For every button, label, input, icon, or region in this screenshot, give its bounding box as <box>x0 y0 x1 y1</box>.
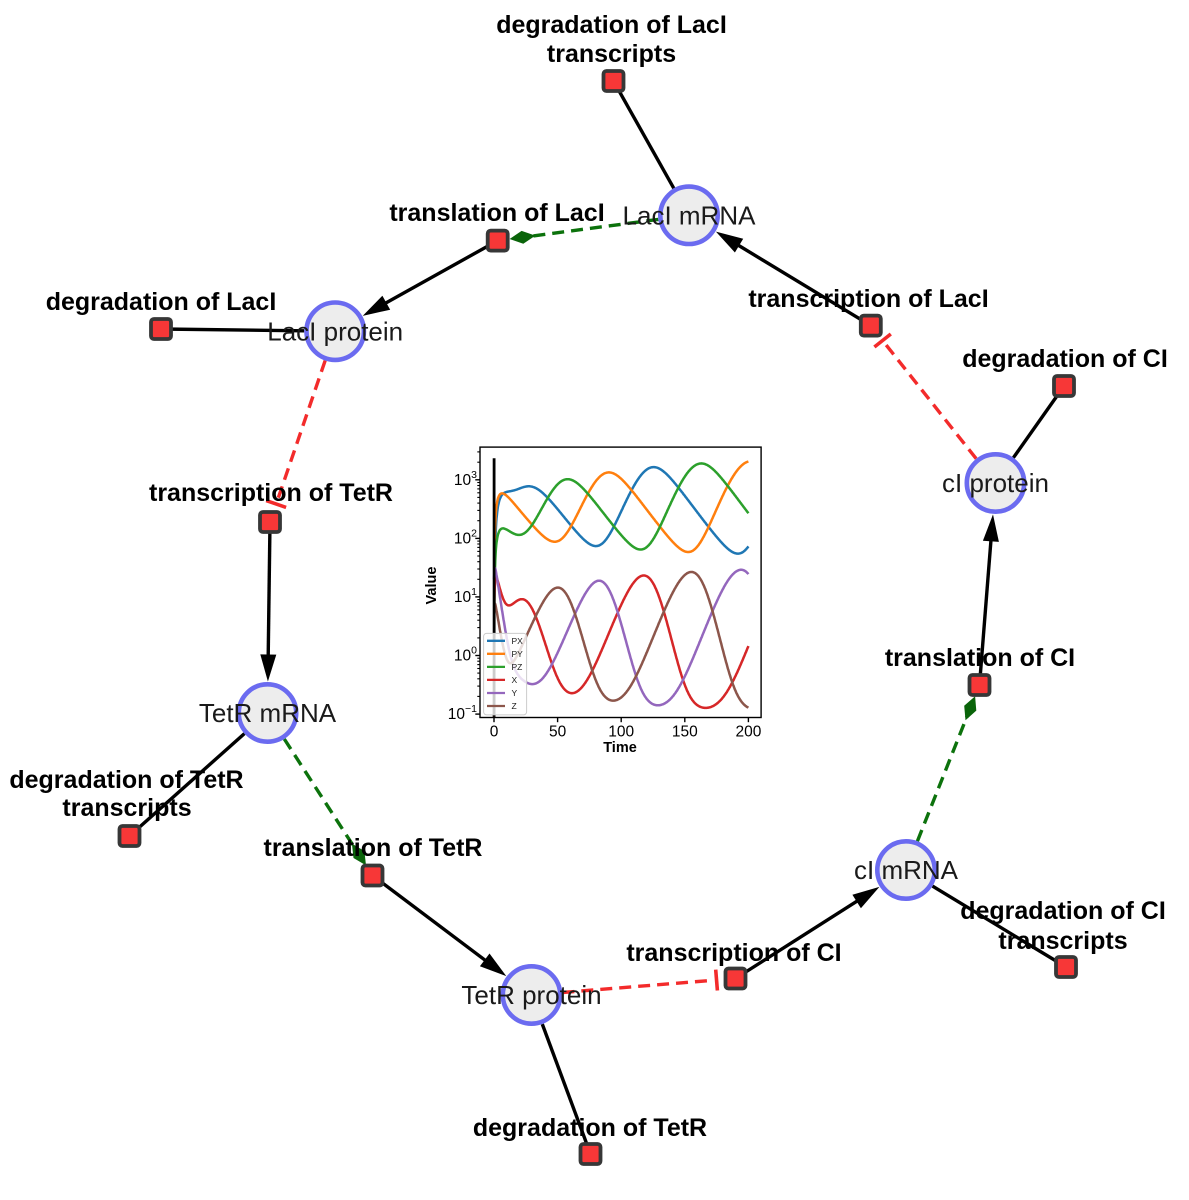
svg-text:TetR protein: TetR protein <box>461 980 601 1010</box>
svg-text:100: 100 <box>608 724 634 741</box>
svg-text:cI protein: cI protein <box>942 468 1049 498</box>
svg-text:transcripts: transcripts <box>998 927 1127 955</box>
svg-text:LacI mRNA: LacI mRNA <box>623 201 757 231</box>
svg-text:cI mRNA: cI mRNA <box>854 855 959 885</box>
svg-text:degradation of TetR: degradation of TetR <box>473 1114 707 1142</box>
svg-text:translation of TetR: translation of TetR <box>264 834 483 862</box>
svg-text:0: 0 <box>490 724 499 741</box>
svg-text:transcription of TetR: transcription of TetR <box>149 479 393 507</box>
svg-text:200: 200 <box>735 724 761 741</box>
svg-text:Value: Value <box>424 567 440 605</box>
svg-text:LacI protein: LacI protein <box>267 316 403 346</box>
svg-text:PZ: PZ <box>512 662 523 672</box>
svg-text:PX: PX <box>512 636 524 646</box>
svg-text:transcripts: transcripts <box>547 40 676 68</box>
svg-text:degradation of CI: degradation of CI <box>960 897 1166 925</box>
svg-text:transcripts: transcripts <box>62 794 191 822</box>
svg-text:Time: Time <box>603 740 637 756</box>
svg-text:TetR mRNA: TetR mRNA <box>199 698 337 728</box>
svg-text:Z: Z <box>512 701 517 711</box>
svg-text:degradation of LacI: degradation of LacI <box>46 288 277 316</box>
svg-text:translation of CI: translation of CI <box>885 644 1075 672</box>
svg-text:translation of LacI: translation of LacI <box>389 199 604 227</box>
svg-text:degradation of CI: degradation of CI <box>962 345 1168 373</box>
svg-text:transcription of CI: transcription of CI <box>626 939 841 967</box>
svg-text:Y: Y <box>512 688 518 698</box>
svg-text:X: X <box>512 675 518 685</box>
svg-text:PY: PY <box>512 649 524 659</box>
svg-text:transcription of LacI: transcription of LacI <box>748 285 988 313</box>
svg-text:degradation of LacI: degradation of LacI <box>496 11 727 39</box>
svg-text:50: 50 <box>549 724 567 741</box>
svg-text:degradation of TetR: degradation of TetR <box>9 766 243 794</box>
svg-text:150: 150 <box>672 724 698 741</box>
